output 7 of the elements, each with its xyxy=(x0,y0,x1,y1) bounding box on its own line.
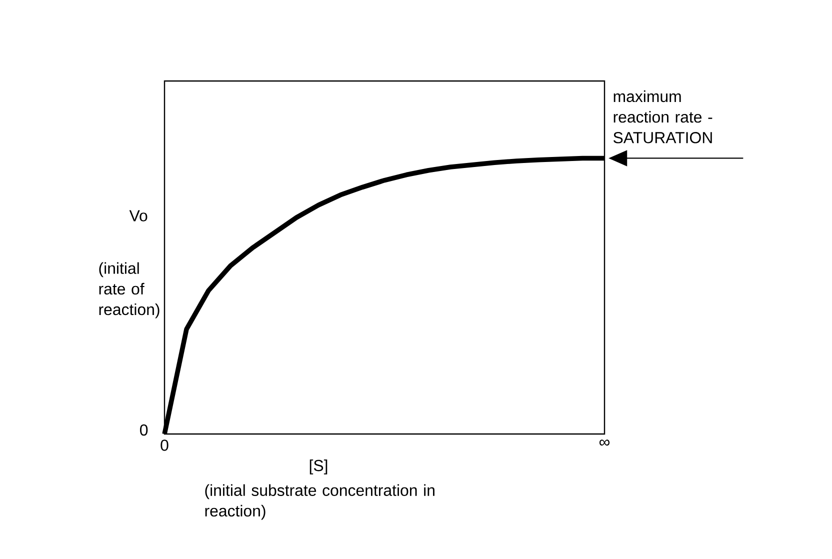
x-tick-label: ∞ xyxy=(599,440,610,446)
y-axis-title: Vo xyxy=(129,210,148,222)
x-axis-title: [S] xyxy=(310,460,328,474)
text: (initial substrate concentration in reaction) xyxy=(205,484,434,520)
text: (initial rate of reaction) xyxy=(99,262,160,318)
text: 0 xyxy=(140,424,148,436)
text: maximum reaction rate - SATURATION xyxy=(614,90,712,144)
